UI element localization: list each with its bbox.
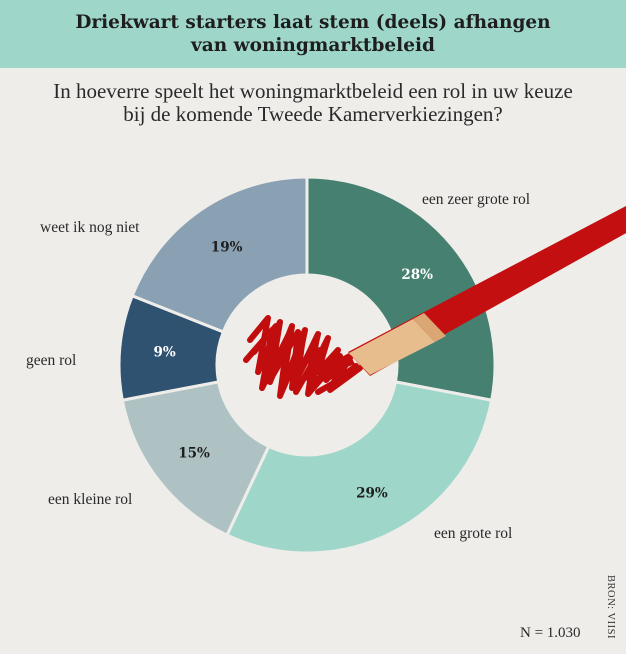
category-label-geen-rol: geen rol — [26, 352, 76, 369]
pct-label-een-zeer-grote-rol: 28% — [401, 267, 433, 283]
question-line-2: bij de komende Tweede Kamerverkiezingen? — [123, 102, 503, 126]
category-label-een-kleine-rol: een kleine rol — [48, 491, 132, 508]
chart-title-line-2: van woningmarktbeleid — [191, 35, 435, 56]
pct-label-weet-ik-nog-niet: 19% — [211, 240, 243, 256]
category-label-een-zeer-grote-rol: een zeer grote rol — [422, 191, 530, 208]
category-label-een-grote-rol: een grote rol — [434, 525, 512, 542]
chart-question: In hoeverre speelt het woningmarktbeleid… — [0, 80, 626, 126]
chart-title-line-1: Driekwart starters laat stem (deels) afh… — [75, 12, 551, 33]
pencil-illustration — [243, 206, 626, 399]
donut-slices — [117, 175, 497, 555]
category-label-weet-ik-nog-niet: weet ik nog niet — [40, 219, 140, 236]
pct-label-geen-rol: 9% — [154, 345, 176, 361]
sample-size: N = 1.030 — [520, 625, 581, 641]
percentage-labels: 28% 29% 15% 9% 19% — [154, 240, 434, 502]
header-banner: Driekwart starters laat stem (deels) afh… — [0, 0, 626, 68]
pencil — [325, 206, 626, 376]
pct-label-een-grote-rol: 29% — [356, 485, 388, 501]
source-label: BRON: VIISI — [605, 575, 616, 639]
pct-label-een-kleine-rol: 15% — [178, 446, 210, 462]
question-line-1: In hoeverre speelt het woningmarktbeleid… — [53, 79, 573, 103]
category-labels: een zeer grote rol een grote rol een klein… — [26, 191, 530, 542]
